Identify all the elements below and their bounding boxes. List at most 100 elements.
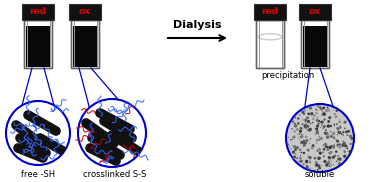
Circle shape [293,145,296,149]
Circle shape [316,139,319,141]
Circle shape [296,157,298,159]
Circle shape [338,157,342,161]
Circle shape [327,107,328,108]
Circle shape [316,131,319,134]
Circle shape [286,104,354,172]
Circle shape [307,128,311,132]
Circle shape [313,157,316,160]
Circle shape [344,142,346,144]
Circle shape [319,167,321,169]
Circle shape [318,136,320,138]
Polygon shape [302,26,327,67]
Circle shape [331,147,332,148]
Polygon shape [299,4,331,20]
Circle shape [323,125,326,128]
Circle shape [339,146,341,148]
Circle shape [299,133,301,134]
Circle shape [328,116,331,119]
Circle shape [330,145,333,148]
Circle shape [301,137,302,138]
Circle shape [336,110,338,112]
Circle shape [332,132,335,135]
Circle shape [337,134,338,135]
Circle shape [310,123,311,124]
Circle shape [299,139,300,140]
Circle shape [317,169,319,171]
Circle shape [317,113,318,114]
Text: soluble: soluble [305,170,335,179]
Circle shape [340,127,341,128]
Circle shape [290,148,291,149]
Circle shape [345,156,346,157]
Circle shape [307,120,310,123]
Circle shape [309,106,312,110]
Text: precipitation: precipitation [261,70,314,80]
Circle shape [338,119,339,120]
Circle shape [315,133,317,135]
Circle shape [287,144,289,145]
Circle shape [320,137,323,140]
Circle shape [335,151,338,153]
Circle shape [321,165,322,166]
Circle shape [78,99,146,167]
Circle shape [324,143,327,145]
Circle shape [336,161,338,162]
Circle shape [310,128,312,130]
Circle shape [344,145,347,148]
Circle shape [306,125,309,128]
Circle shape [329,109,330,110]
Circle shape [305,160,308,164]
Circle shape [309,128,312,131]
Circle shape [322,107,325,109]
Circle shape [338,163,341,165]
Circle shape [324,160,326,161]
Circle shape [321,124,322,125]
Circle shape [305,121,306,122]
Circle shape [347,130,348,131]
Circle shape [322,111,323,112]
Circle shape [328,156,331,159]
Circle shape [323,155,325,157]
Circle shape [316,150,319,152]
Circle shape [334,125,335,126]
Circle shape [316,130,317,132]
Circle shape [336,139,337,141]
Circle shape [347,130,350,133]
Circle shape [344,121,347,124]
Circle shape [349,150,352,153]
Circle shape [350,137,353,140]
Circle shape [329,130,332,132]
Circle shape [319,106,321,109]
Circle shape [325,129,327,131]
Circle shape [310,112,313,115]
Circle shape [325,146,327,148]
Circle shape [332,146,335,149]
Circle shape [292,145,293,146]
Circle shape [311,144,314,147]
Circle shape [317,164,321,167]
Circle shape [297,122,300,125]
Circle shape [324,149,325,151]
Circle shape [304,125,306,127]
Circle shape [347,151,349,152]
Circle shape [303,144,306,147]
Circle shape [328,156,330,159]
Circle shape [325,132,328,134]
Circle shape [337,129,339,130]
Circle shape [298,137,299,138]
Circle shape [319,139,320,141]
Circle shape [310,138,311,140]
Circle shape [325,145,327,146]
Circle shape [344,150,345,151]
Circle shape [293,156,296,158]
Circle shape [300,141,304,144]
Circle shape [304,111,305,112]
Circle shape [288,137,289,138]
Polygon shape [73,26,98,67]
Circle shape [331,165,332,166]
Circle shape [317,140,318,142]
Circle shape [344,151,346,153]
Circle shape [292,139,293,140]
Circle shape [345,130,348,133]
Circle shape [294,136,295,138]
